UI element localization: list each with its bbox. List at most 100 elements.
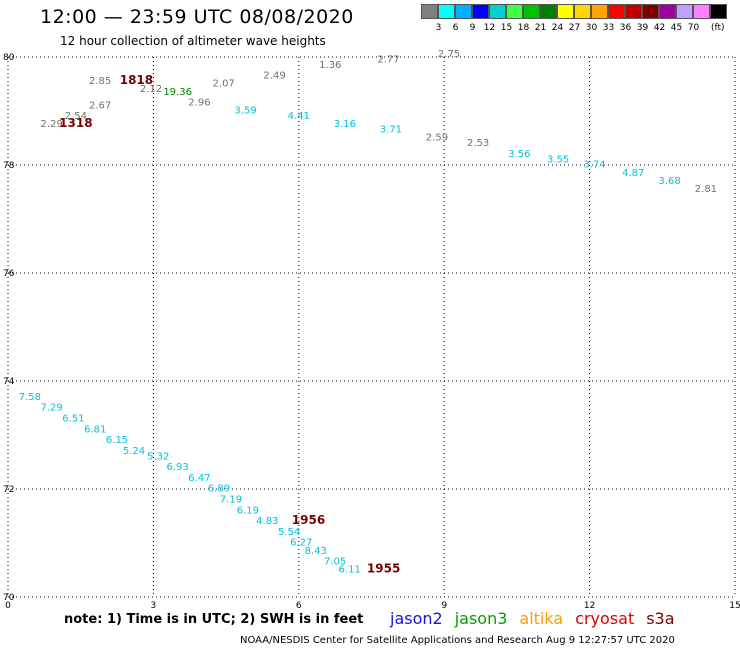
wave-height-label: 5.32 xyxy=(147,451,169,462)
wave-height-label: 2.59 xyxy=(426,133,448,144)
wave-height-label: 2.07 xyxy=(213,79,235,90)
scale-label: 45 xyxy=(670,23,683,33)
scale-swatch xyxy=(608,4,625,19)
legend-jason3: jason3 xyxy=(454,609,508,628)
scale-swatch xyxy=(557,4,574,19)
x-tick-label: 12 xyxy=(584,601,595,611)
legend-cryosat: cryosat xyxy=(575,609,635,628)
scale-label: 30 xyxy=(585,23,598,33)
wave-height-label: 2.54 xyxy=(65,111,87,122)
wave-height-label: 4.41 xyxy=(288,111,310,122)
y-tick-label: 76 xyxy=(3,269,15,279)
wave-height-label: 2.77 xyxy=(377,54,399,65)
x-tick-label: 6 xyxy=(296,601,302,611)
scale-label: 15 xyxy=(500,23,513,33)
scale-swatch xyxy=(676,4,693,19)
satellite-legend: jason2 jason3 altika cryosat s3a xyxy=(390,609,687,628)
wave-height-label: 2.29 xyxy=(40,119,62,130)
scale-swatch xyxy=(625,4,642,19)
scale-swatch xyxy=(455,4,472,19)
scale-label: 9 xyxy=(469,23,476,33)
y-tick-label: 80 xyxy=(3,53,15,63)
scale-label: 6 xyxy=(452,23,459,33)
wave-height-label: 6.89 xyxy=(208,484,230,495)
scale-swatch xyxy=(472,4,489,19)
wave-height-label: 5.24 xyxy=(123,446,145,457)
wave-height-label: 5.54 xyxy=(278,527,300,538)
wave-height-label: 19.36 xyxy=(163,87,192,98)
wave-height-label: 7.58 xyxy=(19,392,41,403)
x-tick-label: 15 xyxy=(729,601,740,611)
scale-label: 36 xyxy=(619,23,632,33)
scale-swatch xyxy=(642,4,659,19)
legend-altika: altika xyxy=(519,609,564,628)
scale-label: 3 xyxy=(435,23,442,33)
x-tick-label: 9 xyxy=(441,601,447,611)
wave-height-label: 6.81 xyxy=(84,424,106,435)
wave-height-label: 3.68 xyxy=(658,176,680,187)
scale-swatch xyxy=(438,4,455,19)
wave-height-label: 4.83 xyxy=(256,516,278,527)
chart-note: note: 1) Time is in UTC; 2) SWH is in fe… xyxy=(64,612,364,627)
scale-label: 24 xyxy=(551,23,564,33)
wave-height-label: 3.71 xyxy=(380,125,402,136)
x-tick-label: 3 xyxy=(151,601,157,611)
wave-height-label: 6.47 xyxy=(188,473,210,484)
scale-label: 18 xyxy=(517,23,530,33)
scale-label: 33 xyxy=(602,23,615,33)
time-marker: 1955 xyxy=(367,562,400,576)
wave-height-label: 3.74 xyxy=(583,160,605,171)
scale-swatch xyxy=(591,4,608,19)
wave-height-label: 7.29 xyxy=(40,403,62,414)
scale-label: 39 xyxy=(636,23,649,33)
y-tick-label: 70 xyxy=(3,593,15,603)
scale-swatch xyxy=(693,4,710,19)
wave-height-label: 2.53 xyxy=(467,138,489,149)
scale-label: 21 xyxy=(534,23,547,33)
time-marker: 1818 xyxy=(120,73,153,87)
wave-height-label: 6.15 xyxy=(106,435,128,446)
legend-jason2: jason2 xyxy=(390,609,443,628)
wave-height-label: 3.56 xyxy=(508,149,530,160)
scale-swatch xyxy=(659,4,676,19)
scale-unit: (ft) xyxy=(711,23,725,33)
wave-height-label: 6.19 xyxy=(237,505,259,516)
scale-swatch xyxy=(710,4,727,19)
time-marker: 1956 xyxy=(292,513,325,527)
scale-swatch xyxy=(523,4,540,19)
scale-swatch xyxy=(574,4,591,19)
wave-height-label: 6.51 xyxy=(62,414,84,425)
wave-height-label: 6.27 xyxy=(290,538,312,549)
wave-height-label: 2.49 xyxy=(263,71,285,82)
legend-s3a: s3a xyxy=(646,609,675,628)
credit-line: NOAA/NESDIS Center for Satellite Applica… xyxy=(240,635,675,646)
wave-height-label: 2.85 xyxy=(89,76,111,87)
scale-swatch xyxy=(421,4,438,19)
wave-height-label: 4.87 xyxy=(622,168,644,179)
y-tick-label: 74 xyxy=(3,377,15,387)
wave-height-label: 3.59 xyxy=(234,106,256,117)
scale-label: 12 xyxy=(483,23,496,33)
chart-subtitle: 12 hour collection of altimeter wave hei… xyxy=(60,34,326,48)
y-tick-label: 72 xyxy=(3,485,14,495)
x-tick-label: 0 xyxy=(5,601,11,611)
wave-height-label: 7.05 xyxy=(324,557,346,568)
scale-label: 27 xyxy=(568,23,581,33)
scale-swatch xyxy=(540,4,557,19)
wave-height-label: 7.19 xyxy=(220,495,242,506)
wave-height-label: 2.75 xyxy=(438,49,460,60)
wave-height-label: 6.11 xyxy=(339,565,361,576)
wave-height-label: 6.93 xyxy=(167,462,189,473)
wave-height-label: 8.43 xyxy=(305,546,327,557)
scale-swatch xyxy=(506,4,523,19)
scale-label: 70 xyxy=(687,23,700,33)
scale-label: 42 xyxy=(653,23,666,33)
wave-height-label: 2.12 xyxy=(140,84,162,95)
wave-height-label: 2.96 xyxy=(188,98,210,109)
wave-height-label: 2.81 xyxy=(695,184,717,195)
wave-height-label: 3.55 xyxy=(547,154,569,165)
wave-height-label: 2.67 xyxy=(89,100,111,111)
wave-height-label: 3.16 xyxy=(334,119,356,130)
chart-title: 12:00 — 23:59 UTC 08/08/2020 xyxy=(40,6,354,28)
